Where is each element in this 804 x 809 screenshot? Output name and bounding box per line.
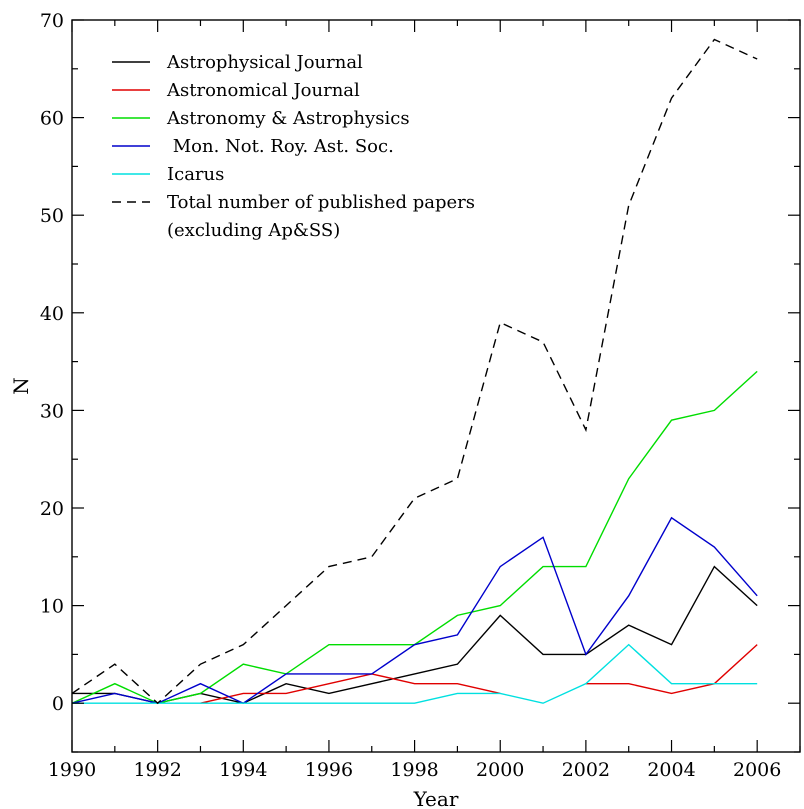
plot-frame (71, 19, 801, 753)
y-tick-label: 50 (40, 205, 64, 227)
x-tick-label: 2000 (476, 759, 524, 781)
legend-label-5: Total number of published papers (167, 192, 475, 213)
legend: Astrophysical Journal Astronomical Journa… (112, 52, 475, 241)
x-tick-label: 2006 (733, 759, 781, 781)
x-tick-label: 1996 (305, 759, 353, 781)
series-line-1-seg1 (585, 644, 758, 695)
series-line-3 (71, 516, 758, 705)
y-tick-label: 70 (40, 10, 64, 32)
legend-label-5-line2: (excluding Ap&SS) (167, 220, 340, 241)
y-tick-label: 20 (40, 498, 64, 520)
y-axis-title: N (9, 377, 33, 395)
x-tick-label: 1998 (390, 759, 438, 781)
y-tick-label: 40 (40, 303, 64, 325)
legend-label-0: Astrophysical Journal (166, 52, 363, 73)
legend-label-4: Icarus (167, 164, 224, 185)
ticks-layer: 1990 1992 1994 1996 1998 2000 2002 2004 20060102… (40, 10, 801, 781)
y-tick-label: 0 (52, 693, 64, 715)
series-line-0 (72, 565, 758, 704)
x-tick-label: 1990 (48, 759, 96, 781)
y-tick-label: 30 (40, 400, 64, 422)
legend-label-3: Mon. Not. Roy. Ast. Soc. (167, 136, 394, 157)
series-layer (71, 38, 758, 705)
y-tick-label: 10 (40, 596, 64, 618)
x-tick-label: 2002 (562, 759, 610, 781)
x-tick-label: 2004 (647, 759, 695, 781)
x-tick-label: 1992 (133, 759, 181, 781)
axes-layer (71, 19, 801, 753)
series-line-4 (72, 643, 758, 704)
series-line-1-seg0 (200, 673, 501, 704)
y-tick-label: 60 (40, 108, 64, 130)
legend-label-1: Astronomical Journal (166, 80, 360, 101)
legend-label-2: Astronomy & Astrophysics (166, 108, 410, 129)
series-line-2 (71, 370, 758, 704)
x-tick-label: 1994 (219, 759, 267, 781)
x-axis-title: Year (413, 787, 459, 809)
series-line-5 (71, 38, 758, 705)
